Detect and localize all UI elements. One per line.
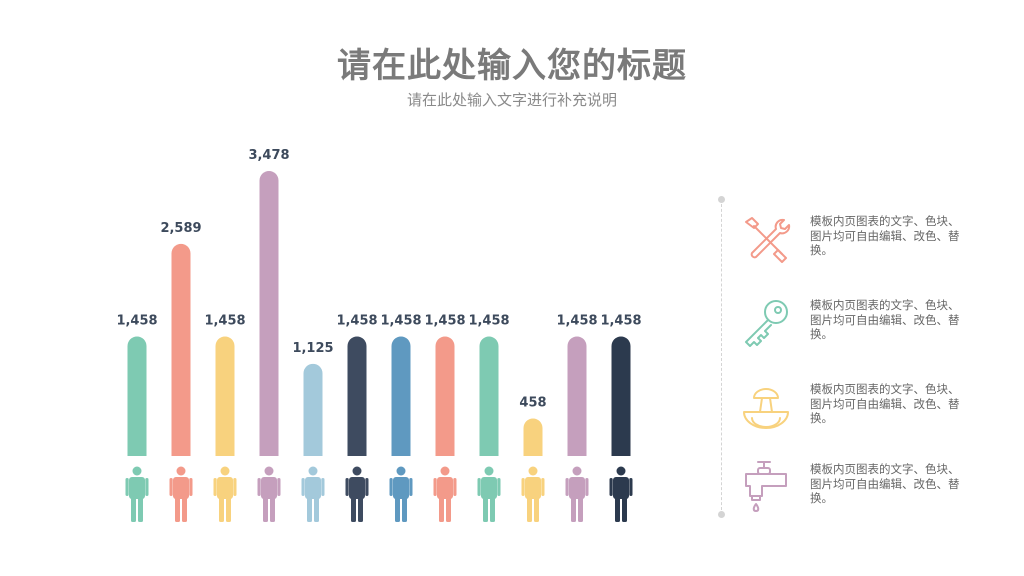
person-icon — [609, 466, 633, 522]
person-icon — [125, 466, 149, 522]
data-label: 1,458 — [380, 314, 421, 329]
side-item-text: 模板内页图表的文字、色块、图片均可自由编辑、改色、替换。 — [810, 298, 960, 341]
bar — [391, 336, 411, 456]
person-icon — [345, 466, 369, 522]
person-icon — [213, 466, 237, 522]
data-label: 1,458 — [468, 314, 509, 329]
side-item-text: 模板内页图表的文字、色块、图片均可自由编辑、改色、替换。 — [810, 462, 960, 505]
bar — [567, 336, 587, 456]
tools-icon — [745, 217, 791, 263]
data-label: 1,458 — [204, 314, 245, 329]
side-item-2: 模板内页图表的文字、色块、图片均可自由编辑、改色、替换。 — [738, 296, 998, 356]
bar — [259, 171, 279, 456]
person-icon — [257, 466, 281, 522]
side-item-4: 模板内页图表的文字、色块、图片均可自由编辑、改色、替换。 — [738, 460, 998, 520]
person-icon — [169, 466, 193, 522]
data-label: 2,589 — [160, 221, 201, 236]
data-label: 3,478 — [248, 148, 289, 163]
divider-dot-bottom — [718, 511, 725, 518]
data-label: 1,458 — [336, 314, 377, 329]
bar — [215, 336, 235, 456]
data-label: 1,125 — [292, 341, 333, 356]
person-icon — [301, 466, 325, 522]
faucet-icon — [745, 461, 787, 512]
side-divider — [721, 199, 722, 515]
divider-dot-top — [718, 196, 725, 203]
data-label: 1,458 — [556, 314, 597, 329]
data-label: 1,458 — [424, 314, 465, 329]
data-label: 1,458 — [116, 314, 157, 329]
side-item-text: 模板内页图表的文字、色块、图片均可自由编辑、改色、替换。 — [810, 214, 960, 257]
side-item-3: 模板内页图表的文字、色块、图片均可自由编辑、改色、替换。 — [738, 380, 998, 440]
bar — [347, 336, 367, 456]
person-icon — [477, 466, 501, 522]
key-icon — [745, 300, 788, 347]
bar — [523, 418, 543, 456]
person-icon — [389, 466, 413, 522]
person-icon — [521, 466, 545, 522]
bar — [435, 336, 455, 456]
data-label: 1,458 — [600, 314, 641, 329]
mushroom-bowl-icon — [743, 388, 789, 429]
bar — [479, 336, 499, 456]
bar — [127, 336, 147, 456]
data-label: 458 — [519, 395, 546, 410]
person-icon — [433, 466, 457, 522]
page-title: 请在此处输入您的标题 — [337, 46, 687, 86]
side-item-text: 模板内页图表的文字、色块、图片均可自由编辑、改色、替换。 — [810, 382, 960, 425]
bar — [171, 243, 191, 456]
bar — [611, 336, 631, 456]
page-subtitle: 请在此处输入文字进行补充说明 — [406, 91, 617, 109]
bar — [303, 363, 323, 456]
side-item-1: 模板内页图表的文字、色块、图片均可自由编辑、改色、替换。 — [738, 212, 998, 272]
person-icon — [565, 466, 589, 522]
